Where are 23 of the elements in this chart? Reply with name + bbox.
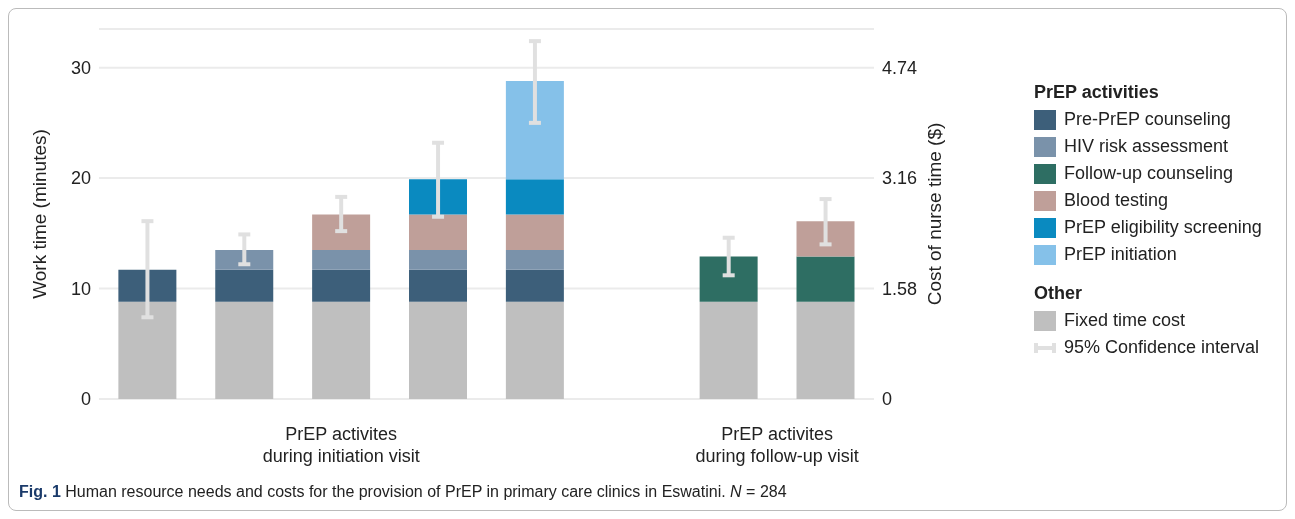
legend-label: Blood testing bbox=[1063, 189, 1170, 212]
legend-title: PrEP activities bbox=[1034, 81, 1160, 104]
legend-label: Pre-PrEP counseling bbox=[1063, 108, 1232, 131]
y2-tick-label: 4.74 bbox=[882, 58, 918, 79]
y2-tick-label: 3.16 bbox=[882, 168, 918, 189]
legend-label: Fixed time cost bbox=[1063, 309, 1187, 332]
y2-tick-label: 1.58 bbox=[882, 278, 918, 299]
y-tick-label: 30 bbox=[70, 58, 91, 79]
y-tick-label: 0 bbox=[80, 389, 91, 410]
legend-label: PrEP initiation bbox=[1063, 243, 1178, 266]
legend-label: Follow-up counseling bbox=[1063, 162, 1235, 185]
legend-label: PrEP eligibility screening bbox=[1063, 216, 1262, 239]
caption: Fig. 1 Human resource needs and costs for the provision of PrEP in primary care clinics in Eswatini. N = 284 bbox=[19, 483, 787, 501]
y2-axis-title: Cost of nurse time ($) bbox=[923, 122, 945, 306]
y-tick-label: 10 bbox=[70, 278, 91, 299]
legend-label: HIV risk assessment bbox=[1063, 135, 1230, 158]
text: PrEP activites during initiation visit bbox=[261, 423, 421, 467]
y2-tick-label: 0 bbox=[882, 389, 893, 410]
text: PrEP activites during follow-up visit bbox=[694, 423, 860, 467]
text: 95% Confidence interval bbox=[1063, 336, 1261, 359]
y-axis-title: Work time (minutes) bbox=[28, 129, 50, 299]
text: Other bbox=[1034, 282, 1083, 305]
y-tick-label: 20 bbox=[70, 168, 91, 189]
